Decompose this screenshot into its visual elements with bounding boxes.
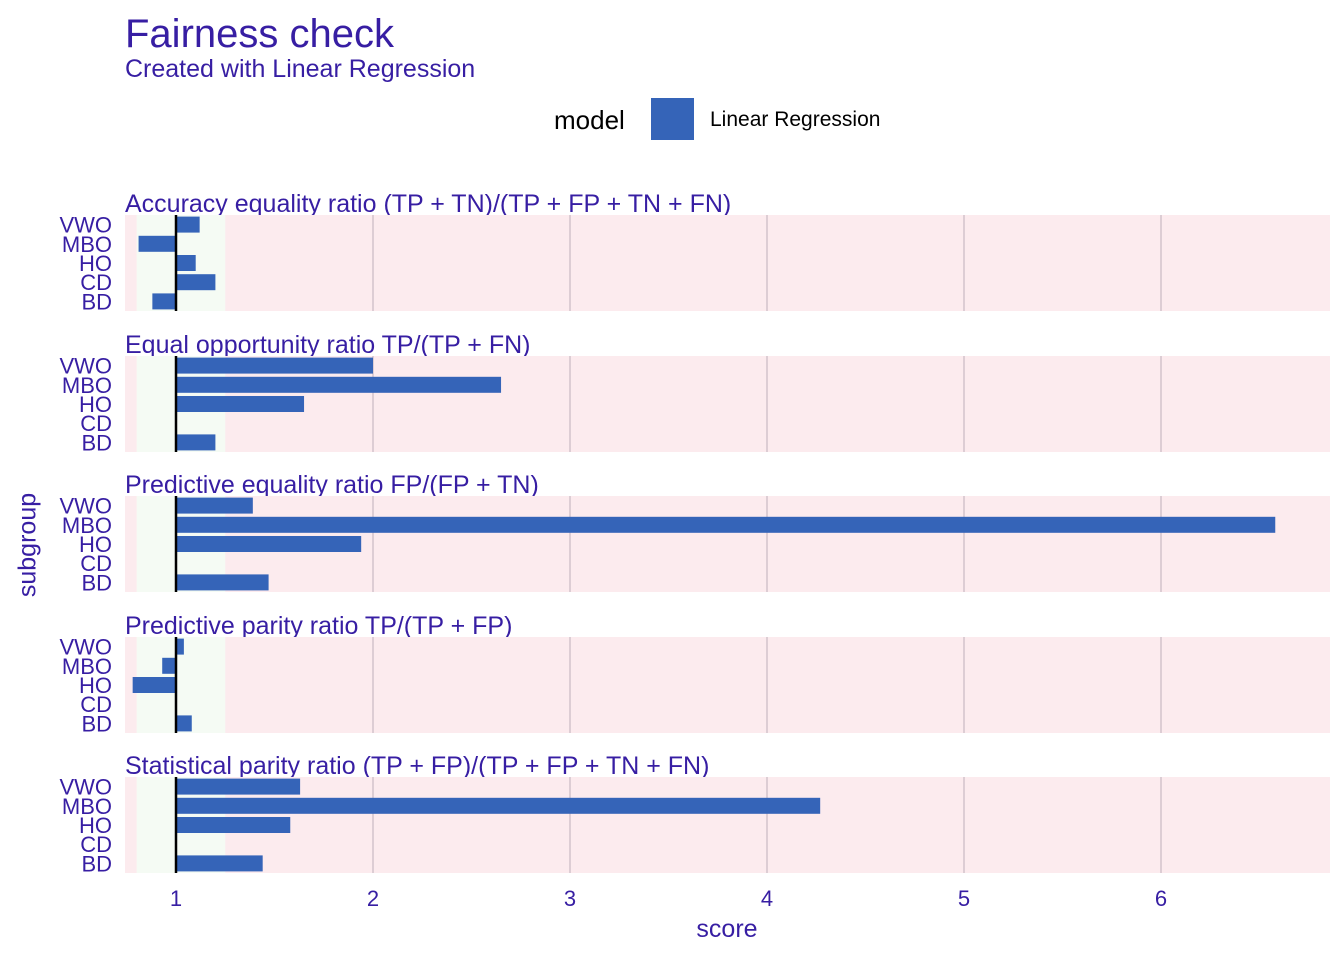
- category-label: HO: [79, 251, 112, 276]
- category-label: VWO: [59, 635, 112, 660]
- x-tick-label: 3: [564, 886, 576, 911]
- category-label: BD: [81, 711, 112, 736]
- legend-title: model: [554, 105, 625, 135]
- category-label: CD: [80, 832, 112, 857]
- category-label: HO: [79, 673, 112, 698]
- bar: [176, 638, 184, 655]
- bar: [176, 778, 301, 795]
- bar: [138, 235, 176, 252]
- chart-subtitle: Created with Linear Regression: [125, 55, 476, 83]
- legend-label: Linear Regression: [710, 108, 881, 131]
- bar: [176, 274, 216, 291]
- bar: [176, 817, 291, 833]
- category-label: CD: [80, 270, 112, 295]
- panel-title: Statistical parity ratio (TP + FP)/(TP +…: [125, 752, 709, 780]
- category-label: CD: [80, 411, 112, 436]
- legend-swatch: [651, 98, 694, 140]
- category-label: MBO: [62, 513, 112, 538]
- bar: [176, 396, 305, 412]
- panel-title: Accuracy equality ratio (TP + TN)/(TP + …: [125, 190, 731, 218]
- category-label: MBO: [62, 373, 112, 398]
- bar: [176, 797, 821, 814]
- bar: [176, 855, 263, 872]
- chart-title: Fairness check: [125, 12, 394, 56]
- bar: [176, 574, 269, 591]
- category-label: BD: [81, 430, 112, 455]
- bar: [176, 376, 502, 393]
- category-label: CD: [80, 551, 112, 576]
- category-label: BD: [81, 289, 112, 314]
- category-label: VWO: [59, 354, 112, 379]
- bar: [176, 216, 200, 233]
- bar: [176, 255, 196, 271]
- x-tick-label: 2: [367, 886, 379, 911]
- bar: [162, 657, 176, 674]
- category-label: CD: [80, 692, 112, 717]
- x-tick-label: 4: [761, 886, 773, 911]
- category-label: BD: [81, 851, 112, 876]
- x-tick-label: 1: [170, 886, 182, 911]
- panel-title: Equal opportunity ratio TP/(TP + FN): [125, 331, 531, 359]
- unfair-zone: [125, 215, 1330, 311]
- bar: [176, 497, 253, 514]
- x-tick-label: 6: [1155, 886, 1167, 911]
- unfair-zone: [125, 637, 1330, 733]
- category-label: VWO: [59, 494, 112, 519]
- bar: [176, 357, 373, 374]
- bar: [132, 677, 176, 693]
- category-label: VWO: [59, 775, 112, 800]
- category-label: MBO: [62, 232, 112, 257]
- category-label: HO: [79, 532, 112, 557]
- category-label: MBO: [62, 654, 112, 679]
- bar: [152, 293, 176, 310]
- bar: [176, 536, 362, 552]
- panel-title: Predictive parity ratio TP/(TP + FP): [125, 612, 512, 640]
- category-label: HO: [79, 813, 112, 838]
- x-tick-label: 5: [958, 886, 970, 911]
- category-label: BD: [81, 570, 112, 595]
- bar: [176, 715, 192, 732]
- category-label: MBO: [62, 794, 112, 819]
- bar: [176, 434, 216, 451]
- unfair-zone: [125, 777, 1330, 873]
- bar: [176, 516, 1276, 533]
- category-label: VWO: [59, 213, 112, 238]
- panel-title: Predictive equality ratio FP/(FP + TN): [125, 471, 539, 499]
- x-axis-label: score: [696, 915, 758, 943]
- category-label: HO: [79, 392, 112, 417]
